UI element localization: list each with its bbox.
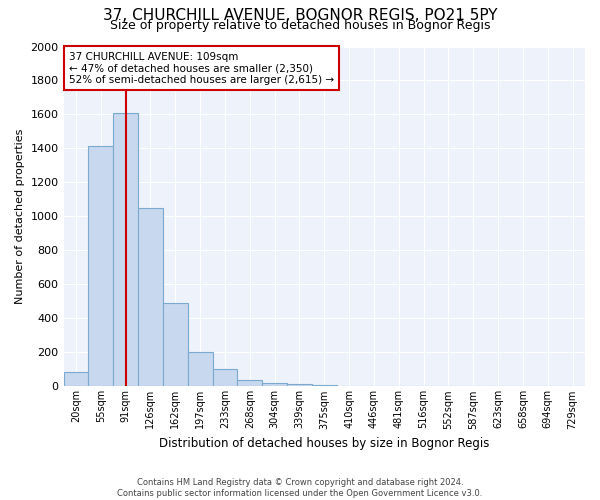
Y-axis label: Number of detached properties: Number of detached properties [15,129,25,304]
Bar [287,384,312,386]
Bar [312,385,337,386]
X-axis label: Distribution of detached houses by size in Bognor Regis: Distribution of detached houses by size … [159,437,490,450]
Bar [138,208,163,386]
Bar [238,380,262,386]
Bar [212,368,238,386]
Text: Contains HM Land Registry data © Crown copyright and database right 2024.
Contai: Contains HM Land Registry data © Crown c… [118,478,482,498]
Bar [113,113,138,386]
Text: 37 CHURCHILL AVENUE: 109sqm
← 47% of detached houses are smaller (2,350)
52% of : 37 CHURCHILL AVENUE: 109sqm ← 47% of det… [69,52,334,85]
Bar [64,372,88,386]
Bar [262,383,287,386]
Text: 37, CHURCHILL AVENUE, BOGNOR REGIS, PO21 5PY: 37, CHURCHILL AVENUE, BOGNOR REGIS, PO21… [103,8,497,22]
Bar [163,303,188,386]
Bar [188,352,212,386]
Text: Size of property relative to detached houses in Bognor Regis: Size of property relative to detached ho… [110,19,490,32]
Bar [88,146,113,386]
